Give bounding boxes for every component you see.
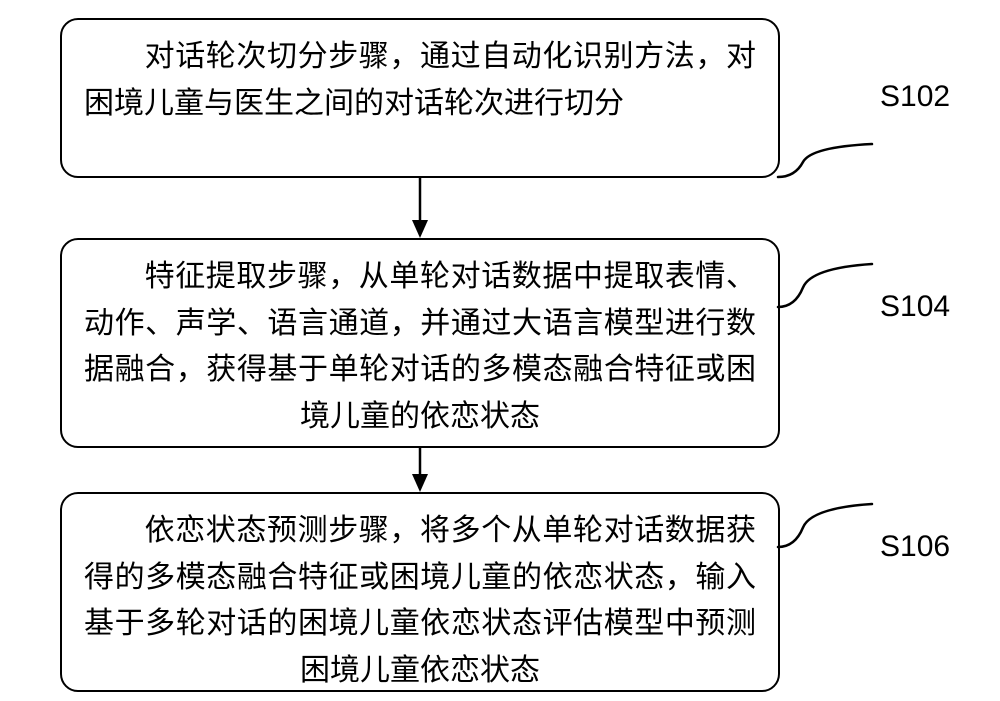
flow-node-s102-text: 对话轮次切分步骤，通过自动化识别方法，对困境儿童与医生之间的对话轮次进行切分: [84, 40, 756, 120]
step-label-s104: S104: [880, 290, 950, 324]
flow-node-s104: 特征提取步骤，从单轮对话数据中提取表情、动作、声学、语言通道，并通过大语言模型进…: [60, 238, 780, 448]
arrow-s104-to-s106: [400, 448, 440, 492]
arrow-s102-to-s104: [400, 178, 440, 238]
step-label-s102: S102: [880, 80, 950, 114]
callout-bracket-s106: [775, 500, 875, 550]
callout-bracket-s102: [775, 140, 875, 180]
flow-node-s106: 依恋状态预测步骤，将多个从单轮对话数据获得的多模态融合特征或困境儿童的依恋状态，…: [60, 492, 780, 692]
step-label-s106: S106: [880, 530, 950, 564]
callout-bracket-s104: [775, 260, 875, 310]
flow-node-s102: 对话轮次切分步骤，通过自动化识别方法，对困境儿童与医生之间的对话轮次进行切分: [60, 18, 780, 178]
flowchart-canvas: 对话轮次切分步骤，通过自动化识别方法，对困境儿童与医生之间的对话轮次进行切分 特…: [0, 0, 1000, 701]
flow-node-s106-text: 依恋状态预测步骤，将多个从单轮对话数据获得的多模态融合特征或困境儿童的依恋状态，…: [84, 514, 756, 687]
flow-node-s104-text: 特征提取步骤，从单轮对话数据中提取表情、动作、声学、语言通道，并通过大语言模型进…: [84, 260, 756, 433]
